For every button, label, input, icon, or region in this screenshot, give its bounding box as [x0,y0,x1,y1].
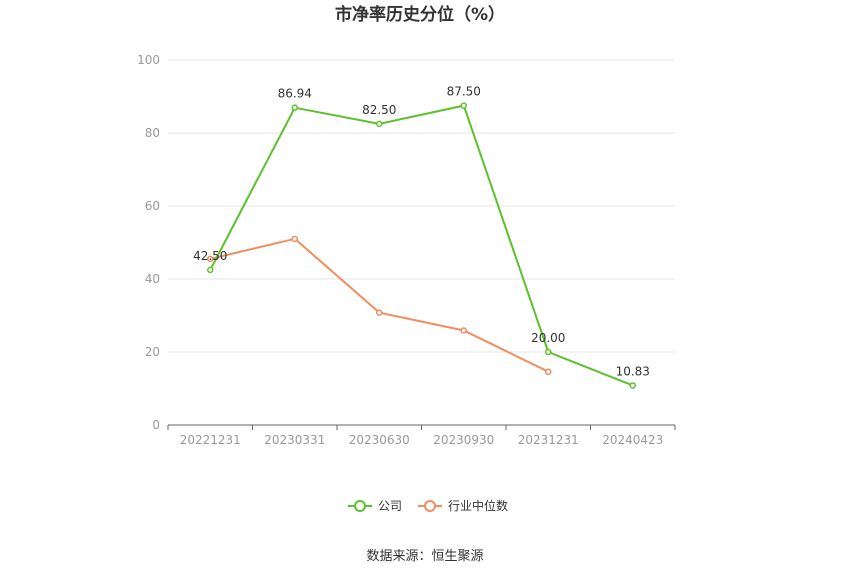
y-tick-label: 40 [145,272,160,286]
x-tick-label: 20240423 [602,433,663,447]
series-0-point[interactable] [291,104,298,111]
grid [168,59,675,353]
x-tick-label: 20231231 [518,433,579,447]
legend-item-1[interactable]: 行业中位数 [418,498,508,513]
y-tick-label: 0 [152,418,160,432]
y-tick-label: 100 [137,53,160,67]
series-1-point[interactable] [460,327,467,334]
y-tick-label: 20 [145,345,160,359]
data-label: 10.83 [616,364,650,378]
chart-title: 市净率历史分位（%） [335,4,505,25]
legend-swatch-marker [354,500,366,512]
data-label: 20.00 [531,331,565,345]
series-layer [207,102,636,389]
source-text: 数据来源：恒生聚源 [366,549,483,564]
legend-item-0[interactable]: 公司 [348,499,402,513]
data-labels: 42.50 86.94 82.50 87.50 20.00 10.83 [193,85,650,379]
x-tick-label: 20221231 [180,433,241,447]
series-1-point[interactable] [291,235,298,243]
series-0-point[interactable] [460,102,467,109]
data-label: 87.50 [447,85,481,99]
data-label: 42.50 [193,249,227,263]
x-tick-label: 20230331 [264,433,325,447]
x-tick-label: 20230930 [433,433,494,447]
legend-label: 行业中位数 [448,498,508,513]
series-0-point[interactable] [207,266,214,274]
series-1-point[interactable] [545,368,552,375]
y-tick-label: 80 [145,126,160,140]
series-1-point[interactable] [376,309,383,316]
series-line-0 [209,104,634,387]
series-0-point[interactable] [629,382,636,389]
y-axis: 0 20 40 60 80 100 [137,53,160,432]
x-tick-label: 20230630 [349,433,410,447]
legend-label: 公司 [378,499,402,513]
data-label: 82.50 [362,103,396,117]
series-1-point[interactable] [207,255,214,263]
data-label: 86.94 [278,87,312,101]
series-0-point[interactable] [376,120,383,128]
series-0-point[interactable] [545,348,552,356]
legend-swatch-marker [424,500,436,512]
y-tick-label: 60 [145,199,160,213]
legend[interactable]: 公司 行业中位数 [348,498,508,513]
x-axis: 20221231 20230331 20230630 20230930 20231231… [167,424,676,447]
